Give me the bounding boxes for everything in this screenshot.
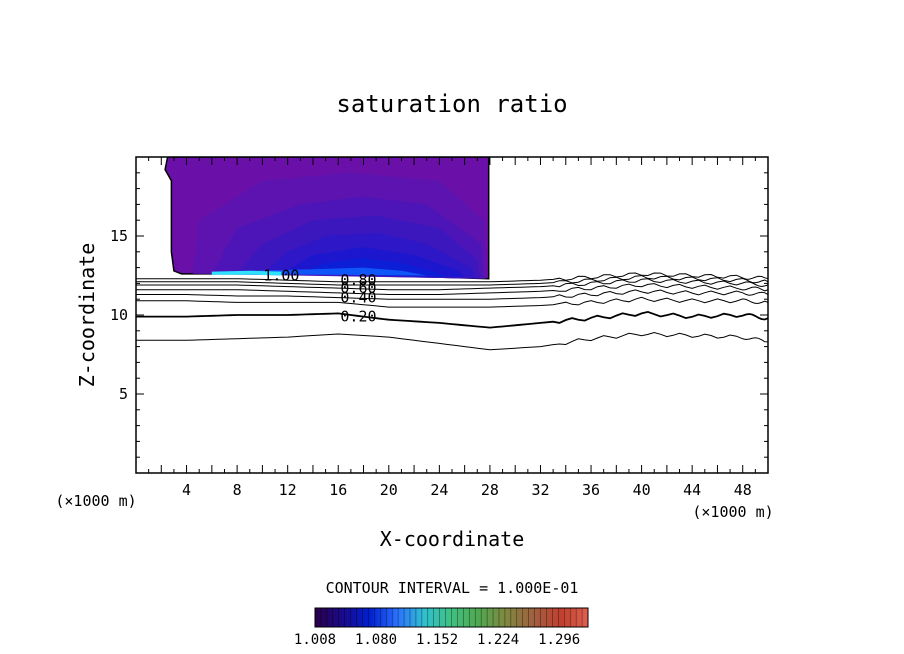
contour-lines: [136, 272, 768, 351]
contour-label: 0.60: [340, 279, 376, 297]
shaded-region: [164, 157, 490, 280]
x-tick-label: 40: [633, 481, 651, 499]
contour-line: [136, 278, 768, 291]
contour-line: [136, 283, 768, 295]
colorbar-tick-label: 1.152: [416, 632, 458, 648]
colorbar-tick-label: 1.008: [294, 632, 336, 648]
contour-label: 0.20: [340, 308, 376, 326]
contour-labels: 1.00 0.800.600.400.20: [263, 267, 376, 326]
x-tick-label: 28: [481, 481, 499, 499]
x-tick-label: 20: [380, 481, 398, 499]
z-unit-label: (×1000 m): [55, 492, 136, 510]
contour-label: 0.40: [340, 289, 376, 307]
x-tick-label: 48: [734, 481, 752, 499]
contour-line: [136, 331, 768, 351]
x-tick-label: 16: [329, 481, 347, 499]
x-tick-labels: 4 8 12 16 20 24 28 32 36 40 44 48: [182, 481, 752, 499]
colorbar-stripes: [320, 608, 583, 627]
y-tick-labels: 5 10 15: [110, 227, 128, 403]
colorbar-tick-label: 1.080: [355, 632, 397, 648]
colorbar-tick-labels: 1.008 1.080 1.152 1.224 1.296: [294, 632, 580, 648]
contour-line: [136, 310, 768, 329]
shaded-peak: [211, 270, 282, 276]
contour-label: 0.80: [340, 271, 376, 289]
axis-ticks: [136, 157, 768, 473]
contour-label: 1.00: [263, 267, 299, 285]
colorbar-tick-label: 1.224: [477, 632, 519, 648]
x-tick-label: 36: [582, 481, 600, 499]
y-axis-title: Z-coordinate: [75, 243, 99, 388]
x-tick-label: 4: [182, 481, 191, 499]
contour-line: [136, 272, 768, 283]
contour-line: [136, 296, 768, 308]
y-tick-label: 10: [110, 306, 128, 324]
y-tick-label: 15: [110, 227, 128, 245]
x-tick-label: 24: [430, 481, 448, 499]
colorbar-frame: [314, 607, 589, 628]
contour-line: [136, 275, 768, 286]
x-tick-label: 8: [233, 481, 242, 499]
y-tick-label: 5: [119, 385, 128, 403]
contour-line: [136, 289, 768, 300]
x-tick-label: 32: [531, 481, 549, 499]
x-tick-label: 12: [279, 481, 297, 499]
contour-interval-text: CONTOUR INTERVAL = 1.000E-01: [326, 579, 579, 597]
x-tick-label: 44: [683, 481, 701, 499]
x-unit-label: (×1000 m): [692, 503, 773, 521]
x-axis-title: X-coordinate: [380, 527, 525, 551]
colorbar-tick-label: 1.296: [538, 632, 580, 648]
chart-title: saturation ratio: [336, 90, 567, 118]
